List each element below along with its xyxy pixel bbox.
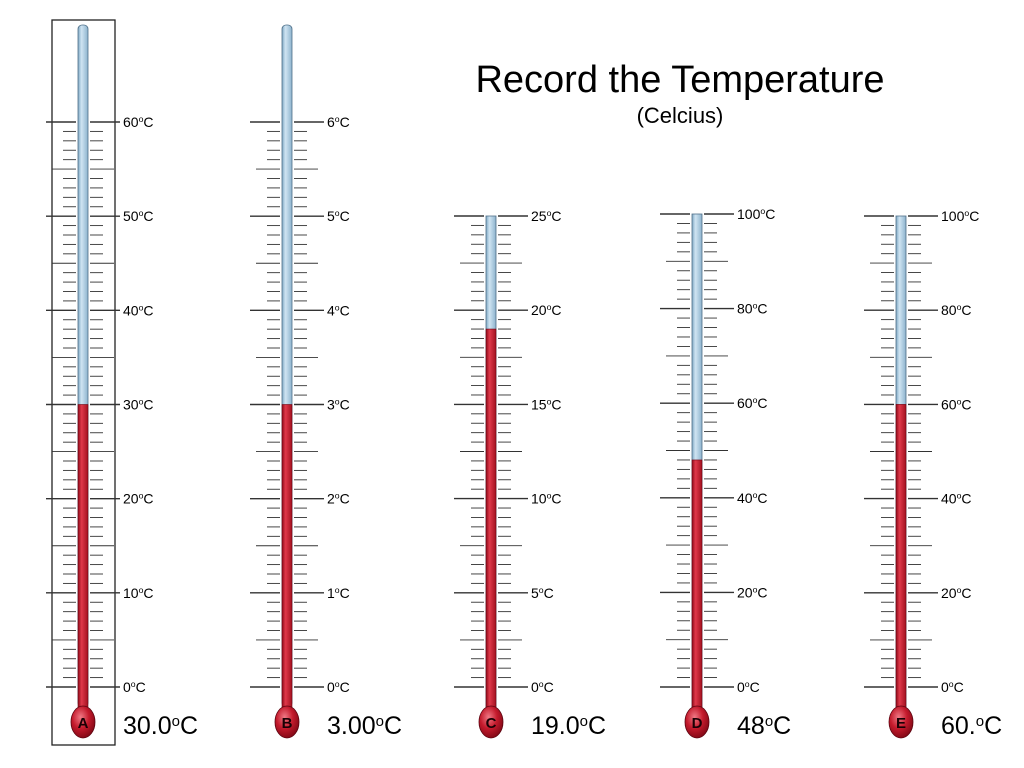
temperature-reading: 30.0oC bbox=[123, 712, 198, 740]
scale-label: 5oC bbox=[531, 585, 554, 601]
reading-unit: o bbox=[976, 713, 984, 730]
scale-label: 20oC bbox=[531, 302, 562, 318]
scale-label: 20oC bbox=[941, 585, 972, 601]
temperature-reading: 60.oC bbox=[941, 712, 1002, 740]
scale-label: 30oC bbox=[123, 397, 154, 413]
thermometer-bulb bbox=[684, 705, 710, 739]
thermometer-b: B 0oC 1oC 2oC 3oC 4oC 5oC 6oC 3.00oC bbox=[250, 24, 402, 740]
page-subtitle: (Celcius) bbox=[636, 103, 724, 128]
scale-ticks bbox=[454, 215, 528, 688]
title-block: Record the Temperature (Celcius) bbox=[440, 58, 920, 130]
mercury-column bbox=[77, 404, 89, 723]
scale-label: 50oC bbox=[123, 208, 154, 224]
scale-label: 15oC bbox=[531, 396, 562, 412]
scale-label: 10oC bbox=[123, 585, 154, 601]
temperature-reading: 48oC bbox=[737, 712, 791, 740]
scale-label: 0oC bbox=[123, 679, 146, 695]
thermometer-letter: A bbox=[78, 715, 89, 732]
scale-label: 80oC bbox=[941, 302, 972, 318]
scale-label: 80oC bbox=[737, 301, 768, 317]
thermometer-bulb bbox=[274, 705, 300, 739]
scale-ticks bbox=[660, 213, 734, 688]
scale-label: 0oC bbox=[531, 679, 554, 695]
thermometer-a: A 0oC 10oC 20oC 30oC 40oC 50oC 60oC 30.0oC bbox=[46, 19, 198, 746]
scale-label: 4oC bbox=[327, 302, 350, 318]
reading-value: 48 bbox=[737, 712, 765, 740]
thermometer-d: D 0oC 20oC 40oC 60oC 80oC 100oC 48oC bbox=[660, 206, 791, 740]
scale-ticks bbox=[46, 121, 120, 688]
reading-value: 30.0 bbox=[123, 712, 172, 740]
reading-unit: o bbox=[580, 713, 588, 730]
scale-ticks bbox=[864, 215, 938, 688]
reading-unit: o bbox=[376, 713, 384, 730]
scale-label: 60oC bbox=[123, 114, 154, 130]
scale-label: 40oC bbox=[123, 302, 154, 318]
temperature-reading: 19.0oC bbox=[531, 712, 606, 740]
reading-unit: o bbox=[765, 713, 773, 730]
scale-label: 0oC bbox=[941, 679, 964, 695]
reading-value: 19.0 bbox=[531, 712, 580, 740]
scale-label: 3oC bbox=[327, 397, 350, 413]
mercury-column bbox=[281, 404, 293, 723]
scale-ticks bbox=[250, 121, 324, 688]
scale-label: 2oC bbox=[327, 491, 350, 507]
scale-label: 40oC bbox=[941, 491, 972, 507]
reading-value: 3.00 bbox=[327, 712, 376, 740]
mercury-column bbox=[895, 404, 907, 723]
scale-label: 0oC bbox=[737, 679, 760, 695]
scale-label: 1oC bbox=[327, 585, 350, 601]
thermometer-letter: E bbox=[896, 715, 906, 732]
mercury-column bbox=[485, 328, 497, 723]
scale-label: 25oC bbox=[531, 208, 562, 224]
scale-label: 0oC bbox=[327, 679, 350, 695]
scale-label: 5oC bbox=[327, 208, 350, 224]
scale-label: 60oC bbox=[941, 396, 972, 412]
thermometer-letter: B bbox=[282, 715, 293, 732]
reading-value: 60. bbox=[941, 712, 976, 740]
scale-label: 40oC bbox=[737, 490, 768, 506]
page-title: Record the Temperature bbox=[475, 59, 885, 101]
scale-label: 10oC bbox=[531, 491, 562, 507]
temperature-reading: 3.00oC bbox=[327, 712, 402, 740]
thermometer-bulb bbox=[70, 705, 96, 739]
scale-label: 100oC bbox=[941, 208, 979, 224]
scale-label: 20oC bbox=[123, 491, 154, 507]
scale-label: 60oC bbox=[737, 395, 768, 411]
reading-unit: o bbox=[172, 713, 180, 730]
thermometer-letter: D bbox=[692, 715, 703, 732]
scale-label: 100oC bbox=[737, 206, 775, 222]
thermometer-e: E 0oC 20oC 40oC 60oC 80oC 100oC 60.oC bbox=[864, 208, 1002, 740]
scale-label: 6oC bbox=[327, 114, 350, 130]
mercury-column bbox=[691, 459, 703, 723]
selection-frame bbox=[51, 19, 116, 746]
thermometer-c: C 0oC 5oC 10oC 15oC 20oC 25oC 19.0oC bbox=[454, 208, 606, 740]
thermometer-letter: C bbox=[486, 715, 497, 732]
scale-label: 20oC bbox=[737, 584, 768, 600]
thermometer-bulb bbox=[888, 705, 914, 739]
thermometer-bulb bbox=[478, 705, 504, 739]
